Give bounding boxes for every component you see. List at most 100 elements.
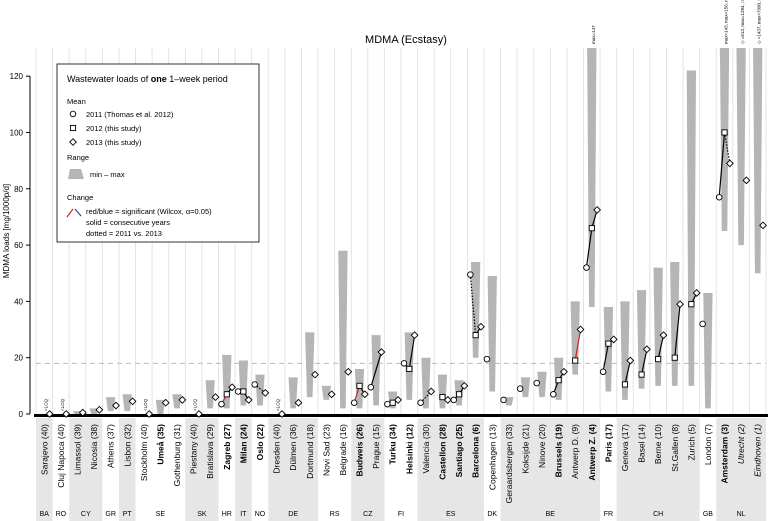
country-label: SK: [197, 511, 207, 518]
country-band: [616, 418, 700, 521]
point-2011: [467, 271, 474, 278]
legend-range-heading: Range: [67, 153, 89, 162]
country-band: [500, 418, 601, 521]
x-tick-label: Castellon (28): [437, 424, 447, 480]
y-tick-label: 120: [10, 72, 24, 81]
point-2013: [95, 405, 104, 414]
point-2012: [472, 332, 479, 339]
legend-title-part: 1–week period: [167, 74, 228, 84]
x-tick-label: Dresden (40): [272, 424, 282, 474]
point-2011: [583, 264, 590, 271]
x-tick-label: Milan (24): [238, 424, 248, 463]
x-tick-label: Geneva (17): [620, 424, 630, 471]
change-line: [408, 335, 416, 370]
range-bar: [570, 301, 580, 375]
country-label: DE: [288, 511, 298, 518]
range-bar: [753, 48, 763, 274]
x-tick-label: Belgrade (16): [338, 424, 348, 476]
country-band: [417, 418, 484, 521]
legend-box: [56, 63, 260, 243]
point-2011: [599, 368, 607, 376]
country-band: [185, 418, 219, 521]
range-bar: [122, 394, 132, 412]
x-tick-label: Cluj Napoca (40): [56, 424, 66, 488]
point-2013: [725, 159, 734, 168]
point-2013: [626, 356, 635, 365]
point-2013: [427, 387, 436, 396]
x-tick-label: Zurich (5): [686, 424, 696, 461]
range-bar: [736, 48, 746, 246]
point-2012: [389, 399, 396, 406]
point-2011: [500, 396, 507, 404]
country-label: FI: [398, 511, 404, 518]
legend-change-item: solid = consecutive years: [86, 218, 170, 227]
y-tick-label: 60: [14, 241, 23, 250]
point-2013: [344, 367, 353, 376]
point-2013: [659, 331, 668, 340]
legend-change-item: red/blue = significant (Wilcox, α=0.05): [86, 207, 212, 216]
point-2012: [223, 391, 230, 398]
change-line: [640, 349, 648, 375]
point-2013: [277, 410, 286, 418]
country-label: CH: [653, 511, 663, 518]
x-tick-label: London (7): [703, 424, 713, 465]
x-tick-label: St.Gallen (8): [670, 424, 680, 472]
point-2013: [394, 395, 402, 404]
legend-change-heading: Change: [67, 193, 93, 202]
range-bar: [421, 357, 431, 409]
x-tick-label: Zagreb (27): [222, 424, 232, 470]
change-line: [723, 132, 731, 164]
country-label: PT: [123, 511, 133, 518]
country-label: NL: [737, 511, 746, 518]
y-tick-label: 100: [10, 128, 24, 137]
point-2013: [244, 395, 253, 404]
x-tick-label: Copenhagen (13): [487, 424, 497, 490]
country-band: [118, 418, 136, 521]
point-2013: [161, 398, 170, 407]
point-2013: [443, 395, 452, 404]
range-bar: [520, 377, 531, 398]
point-2013: [559, 367, 568, 376]
legend-title-part: one: [151, 74, 167, 84]
legend-mean-item: 2011 (Thomas et al. 2012): [86, 110, 174, 119]
point-2013: [742, 176, 751, 185]
x-tick-label: Dortmund (18): [305, 424, 315, 479]
x-tick-label: Utrecht (2): [736, 424, 746, 464]
range-bar: [703, 292, 713, 409]
x-tick-label: Amsterdam (3): [720, 424, 730, 484]
point-2013: [410, 331, 419, 340]
point-2012: [572, 357, 579, 364]
point-2012: [456, 391, 463, 398]
range-bar: [653, 267, 663, 386]
x-tick-label: Geraardsbergen (33): [504, 424, 514, 504]
x-tick-label: Turku (34): [388, 424, 398, 465]
x-tick-label: Gothenburg (31): [172, 424, 182, 487]
change-line: [602, 343, 609, 372]
markers-layer: <LOQ <LOQ <LOQ <LOQ <LOQ max=147 max=143, max=…: [43, 0, 767, 418]
legend-marker-2011: [69, 110, 77, 118]
point-2013: [178, 395, 187, 404]
point-2011: [699, 320, 706, 328]
point-2011: [234, 388, 242, 395]
x-tick-label: Antwerp D. (9): [570, 424, 580, 479]
point-2011: [400, 360, 408, 367]
x-tick-label: Sarajevo (40): [39, 424, 49, 475]
point-2011: [516, 385, 524, 392]
x-tick-label: Stockholm (40): [139, 424, 149, 481]
range-bar: [205, 380, 215, 409]
point-2013: [460, 381, 469, 390]
legend-marker-2012: [69, 124, 77, 132]
y-tick-label: 80: [14, 185, 23, 194]
country-band: [351, 418, 385, 521]
chart-title: MDMA (Ecstasy): [365, 34, 447, 46]
x-tick-label: Ninove (20): [537, 424, 547, 468]
range-bar: [106, 397, 116, 412]
point-2012: [439, 394, 446, 401]
point-2013: [62, 410, 71, 418]
y-axis-label: MDMA loads [mg/1000p/d]: [2, 184, 11, 278]
range-bar: [537, 371, 547, 398]
change-line: [624, 360, 631, 385]
x-tick-label: Eindhoven (1): [753, 424, 763, 477]
country-label: GR: [105, 511, 116, 518]
